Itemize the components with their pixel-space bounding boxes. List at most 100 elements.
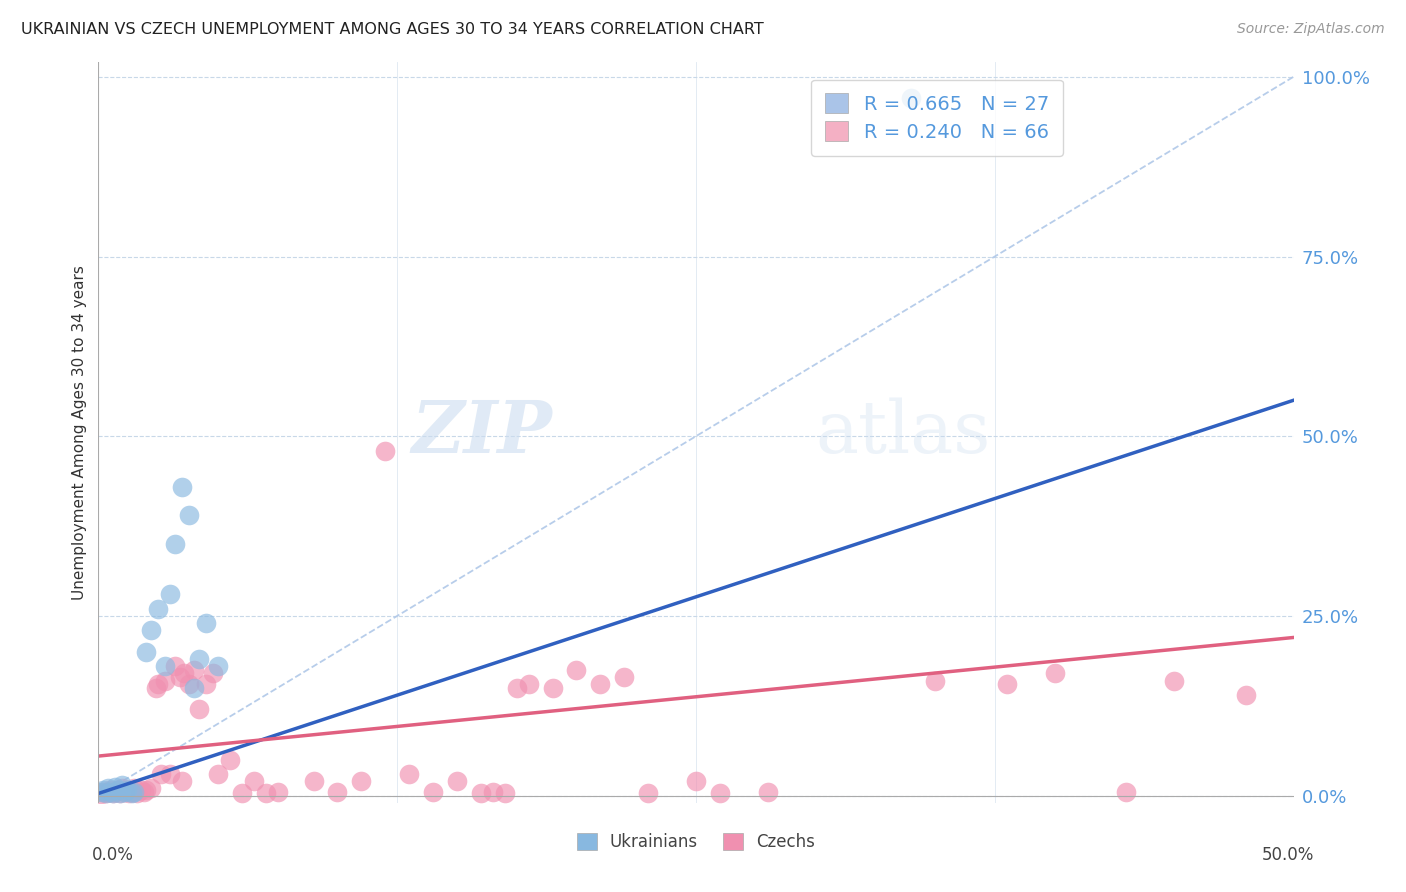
Text: Source: ZipAtlas.com: Source: ZipAtlas.com xyxy=(1237,22,1385,37)
Point xyxy=(350,774,373,789)
Point xyxy=(709,787,731,801)
Point xyxy=(1115,785,1137,799)
Point xyxy=(374,443,396,458)
Point xyxy=(149,767,172,781)
Point xyxy=(104,780,127,794)
Text: 0.0%: 0.0% xyxy=(91,846,134,863)
Point xyxy=(422,785,444,799)
Point xyxy=(565,663,588,677)
Legend: Ukrainians, Czechs: Ukrainians, Czechs xyxy=(569,826,823,857)
Point xyxy=(195,616,218,631)
Point xyxy=(202,666,225,681)
Point xyxy=(169,670,191,684)
Point xyxy=(101,787,124,801)
Point xyxy=(685,774,707,789)
Point xyxy=(172,774,194,789)
Point xyxy=(398,767,420,781)
Point xyxy=(446,774,468,789)
Point xyxy=(159,767,181,781)
Point xyxy=(1043,666,1066,681)
Point xyxy=(97,781,120,796)
Point xyxy=(183,663,205,677)
Point xyxy=(114,785,136,799)
Point xyxy=(139,781,162,796)
Point xyxy=(139,624,162,638)
Point xyxy=(159,587,181,601)
Point xyxy=(995,677,1018,691)
Point xyxy=(1234,688,1257,702)
Point xyxy=(111,778,134,792)
Point xyxy=(98,782,122,797)
Point xyxy=(494,787,516,801)
Point xyxy=(924,673,946,688)
Point xyxy=(506,681,529,695)
Point xyxy=(900,91,922,105)
Point xyxy=(101,787,124,801)
Point xyxy=(481,785,505,799)
Y-axis label: Unemployment Among Ages 30 to 34 years: Unemployment Among Ages 30 to 34 years xyxy=(72,265,87,600)
Point xyxy=(207,659,229,673)
Point xyxy=(243,774,266,789)
Point xyxy=(517,677,540,691)
Point xyxy=(132,785,155,799)
Point xyxy=(131,782,153,797)
Point xyxy=(179,508,201,523)
Text: UKRAINIAN VS CZECH UNEMPLOYMENT AMONG AGES 30 TO 34 YEARS CORRELATION CHART: UKRAINIAN VS CZECH UNEMPLOYMENT AMONG AG… xyxy=(21,22,763,37)
Point xyxy=(470,787,492,801)
Point xyxy=(183,681,205,695)
Point xyxy=(187,702,209,716)
Point xyxy=(187,652,209,666)
Point xyxy=(254,787,277,801)
Point xyxy=(104,785,127,799)
Point xyxy=(90,787,112,801)
Point xyxy=(94,787,117,801)
Point xyxy=(207,767,229,781)
Point xyxy=(1163,673,1185,688)
Point xyxy=(90,785,112,799)
Point xyxy=(121,787,143,801)
Point xyxy=(148,601,170,615)
Text: ZIP: ZIP xyxy=(412,397,553,468)
Point xyxy=(163,659,186,673)
Point xyxy=(589,677,612,691)
Point xyxy=(155,673,177,688)
Point xyxy=(173,666,195,681)
Point xyxy=(195,677,218,691)
Point xyxy=(107,782,129,797)
Point xyxy=(637,787,659,801)
Point xyxy=(114,785,136,799)
Point xyxy=(326,785,349,799)
Point xyxy=(115,782,138,797)
Point xyxy=(91,785,114,799)
Point xyxy=(108,787,131,801)
Point xyxy=(97,785,120,799)
Point xyxy=(231,787,253,801)
Point xyxy=(98,785,122,799)
Point xyxy=(118,787,141,801)
Point xyxy=(108,787,131,801)
Point xyxy=(115,782,138,797)
Point xyxy=(219,753,242,767)
Point xyxy=(613,670,636,684)
Point xyxy=(172,479,194,493)
Point xyxy=(107,782,129,797)
Point xyxy=(267,785,290,799)
Point xyxy=(756,785,779,799)
Point xyxy=(155,659,177,673)
Point xyxy=(94,787,117,801)
Point xyxy=(135,645,157,659)
Point xyxy=(124,785,146,799)
Point xyxy=(125,787,148,801)
Point xyxy=(135,782,157,797)
Point xyxy=(302,774,325,789)
Point xyxy=(124,781,146,796)
Text: atlas: atlas xyxy=(815,397,991,468)
Point xyxy=(541,681,564,695)
Point xyxy=(179,677,201,691)
Point xyxy=(148,677,170,691)
Point xyxy=(121,785,143,799)
Point xyxy=(111,781,134,796)
Point xyxy=(163,537,186,551)
Text: 50.0%: 50.0% xyxy=(1263,846,1315,863)
Point xyxy=(91,782,114,797)
